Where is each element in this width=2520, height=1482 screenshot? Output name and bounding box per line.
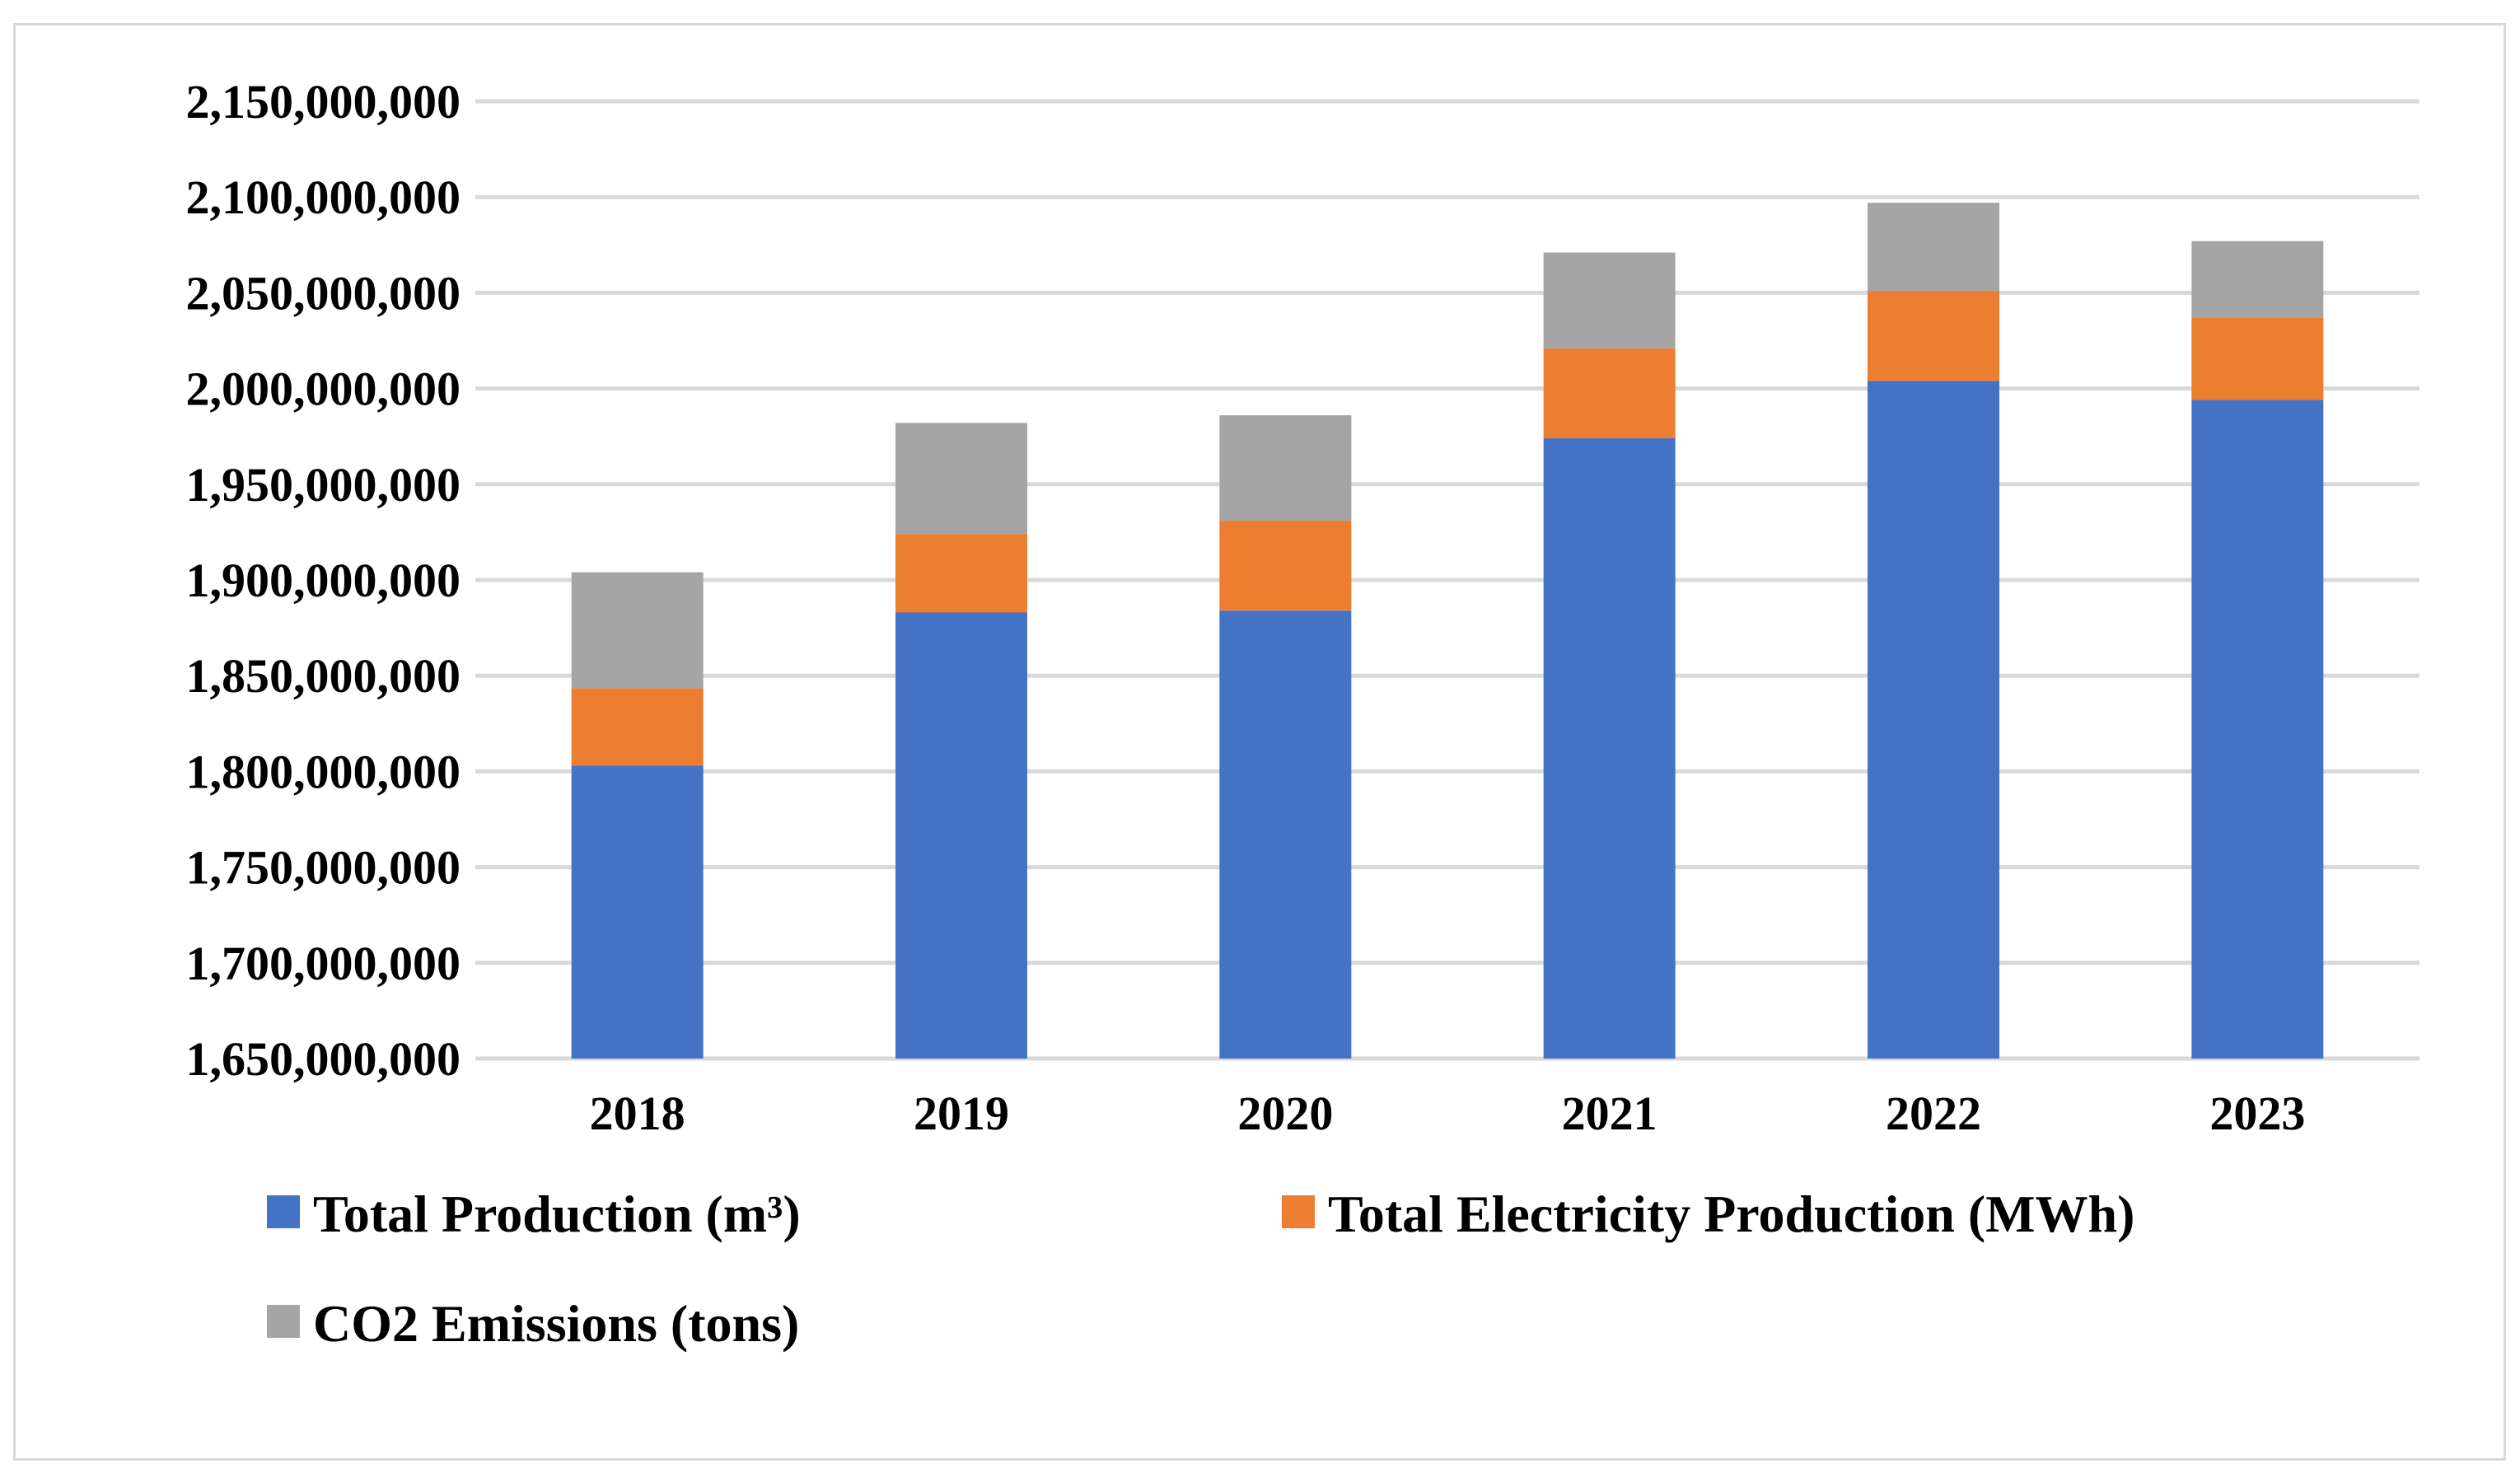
legend-swatch: [1282, 1195, 1315, 1228]
bar-2019-series-2: [895, 534, 1027, 613]
y-tick-label: 2,100,000,000: [186, 171, 461, 224]
bar-2018-series-2: [571, 688, 704, 766]
bar-2022-series-3: [1868, 203, 1999, 292]
y-axis-tick-labels: 1,650,000,000 1,700,000,000 1,750,000,000 1…: [186, 75, 461, 1086]
stacked-bar-chart: 1,650,000,000 1,700,000,000 1,750,000,000 1…: [186, 75, 2419, 1353]
legend-swatch: [267, 1305, 300, 1338]
x-tick-label: 2021: [1562, 1087, 1657, 1140]
y-tick-label: 2,150,000,000: [186, 75, 461, 129]
y-tick-label: 1,650,000,000: [186, 1032, 461, 1086]
bar-2018-series-1: [571, 765, 704, 1059]
x-tick-label: 2020: [1237, 1087, 1333, 1140]
y-tick-label: 1,800,000,000: [186, 745, 461, 798]
chart-frame: 1,650,000,000 1,700,000,000 1,750,000,000 1…: [13, 23, 2506, 1461]
gridlines: [475, 99, 2419, 1061]
bar-2018-series-3: [571, 572, 704, 689]
x-tick-label: 2023: [2209, 1087, 2305, 1140]
y-tick-label: 2,050,000,000: [186, 266, 461, 320]
x-tick-label: 2018: [590, 1087, 685, 1140]
legend-label: CO2 Emissions (tons): [313, 1294, 799, 1353]
bar-2022-series-2: [1868, 291, 1999, 381]
bar-2023-series-3: [2191, 241, 2324, 318]
legend-swatch: [267, 1195, 300, 1228]
bar-2019-series-1: [895, 612, 1027, 1059]
legend: Total Production (m³) Total Electricity P…: [267, 1185, 2134, 1353]
y-tick-label: 1,950,000,000: [186, 458, 461, 512]
bar-2023-series-1: [2191, 400, 2324, 1059]
legend-label: Total Production (m³): [313, 1185, 801, 1243]
y-tick-label: 1,750,000,000: [186, 841, 461, 895]
x-tick-label: 2022: [1886, 1087, 1981, 1140]
bar-2022-series-1: [1868, 381, 1999, 1059]
bar-2020-series-3: [1219, 415, 1352, 521]
y-tick-label: 1,700,000,000: [186, 937, 461, 990]
y-tick-label: 1,850,000,000: [186, 649, 461, 703]
y-tick-label: 1,900,000,000: [186, 554, 461, 607]
bar-2021-series-3: [1543, 252, 1676, 348]
bar-2021-series-2: [1543, 348, 1676, 439]
bar-2020-series-1: [1219, 610, 1352, 1059]
bar-2023-series-2: [2191, 317, 2324, 400]
bar-2021-series-1: [1543, 438, 1676, 1059]
x-axis-tick-labels: 2018 2019 2020 2021 2022 2023: [590, 1087, 2306, 1140]
legend-label: Total Electricity Production (MWh): [1328, 1185, 2134, 1243]
y-tick-label: 2,000,000,000: [186, 362, 461, 416]
x-tick-label: 2019: [914, 1087, 1009, 1140]
bar-2020-series-2: [1219, 520, 1352, 611]
bar-2019-series-3: [895, 423, 1027, 535]
bars: [571, 203, 2324, 1059]
